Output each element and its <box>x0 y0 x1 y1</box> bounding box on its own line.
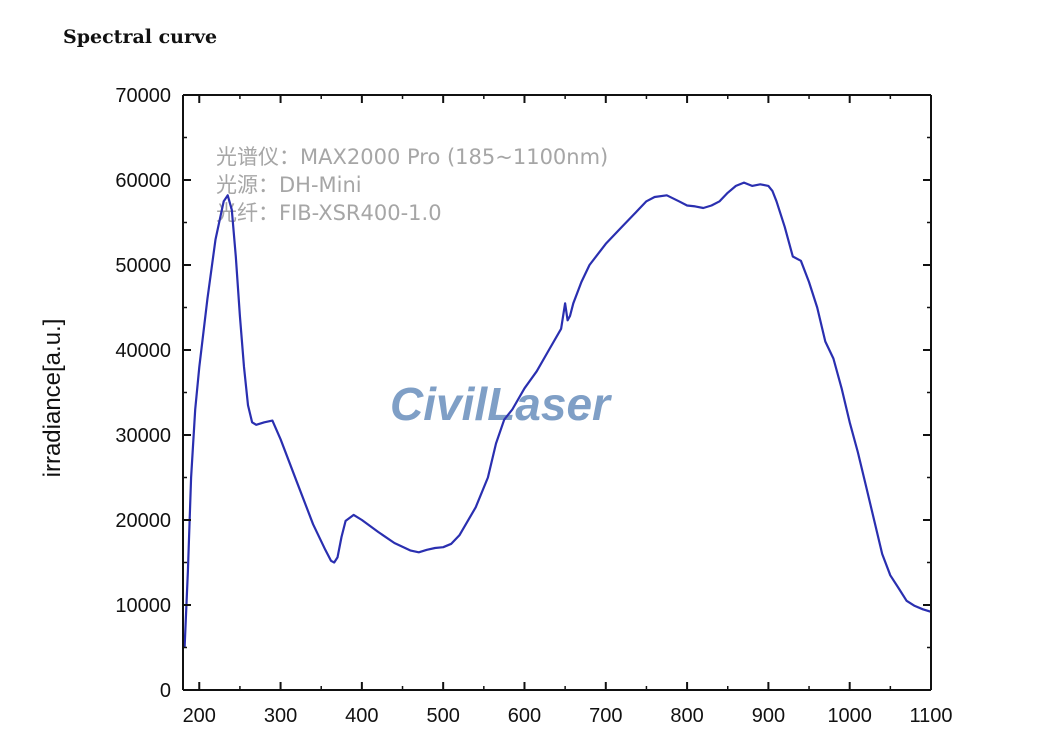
annotation-text: 光源：DH-Mini <box>216 173 362 197</box>
y-tick-label: 50000 <box>115 255 171 277</box>
x-tick-label: 700 <box>589 705 622 727</box>
y-tick-label: 10000 <box>115 595 171 617</box>
y-tick-label: 0 <box>160 680 171 702</box>
y-axis-label: irradiance[a.u.] <box>39 319 66 478</box>
y-tick-label: 20000 <box>115 510 171 532</box>
y-tick-label: 30000 <box>115 425 171 447</box>
page-title: Spectral curve <box>63 26 218 48</box>
series-line <box>183 181 932 648</box>
x-tick-label: 200 <box>183 705 216 727</box>
annotation-text: 光谱仪：MAX2000 Pro (185~1100nm) <box>216 145 608 169</box>
x-tick-label: 300 <box>264 705 297 727</box>
x-tick-label: 500 <box>426 705 459 727</box>
annotation-text: 光纤：FIB-XSR400-1.0 <box>216 201 442 225</box>
x-tick-label: 600 <box>508 705 541 727</box>
y-tick-label: 70000 <box>115 85 171 107</box>
x-tick-label: 1100 <box>909 705 952 727</box>
watermark-logo: CivilLaser <box>390 378 612 430</box>
y-tick-label: 60000 <box>115 170 171 192</box>
x-tick-label: 900 <box>752 705 785 727</box>
x-tick-label: 800 <box>670 705 703 727</box>
x-tick-label: 400 <box>345 705 378 727</box>
y-tick-label: 40000 <box>115 340 171 362</box>
x-tick-label: 1000 <box>827 705 872 727</box>
